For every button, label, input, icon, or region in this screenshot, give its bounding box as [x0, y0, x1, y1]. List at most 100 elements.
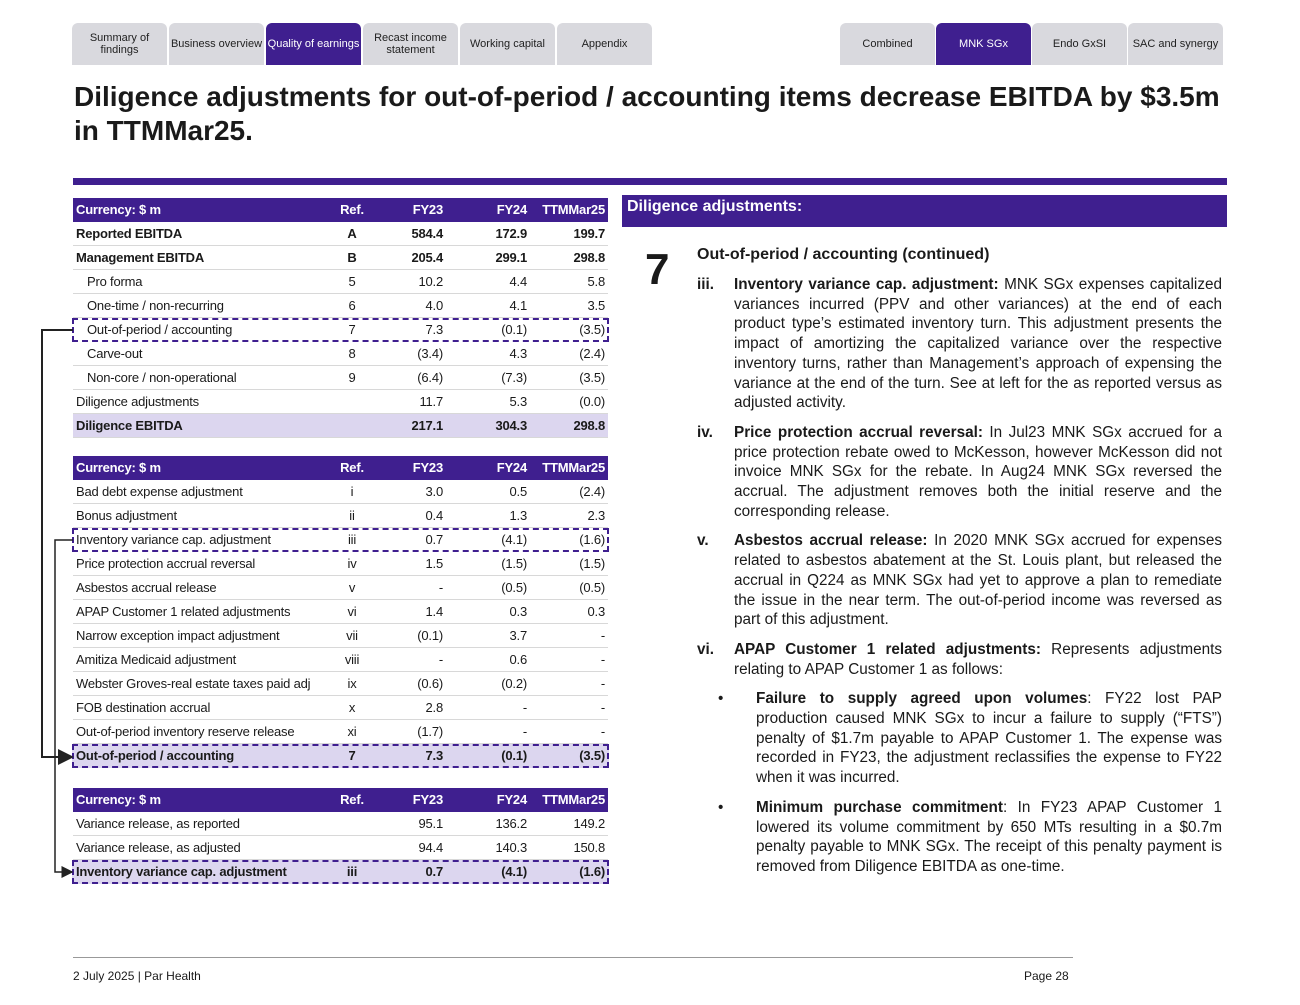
- table-cell: ix: [347, 676, 357, 691]
- table-cell: 94.4: [418, 840, 443, 855]
- table-cell: -: [600, 628, 605, 643]
- table-header-bar: [73, 198, 608, 222]
- table-cell: Price protection accrual reversal: [76, 556, 256, 571]
- table-cell: 0.7: [425, 532, 444, 547]
- table-cell: Bad debt expense adjustment: [76, 484, 243, 499]
- table-row: [73, 270, 608, 294]
- table-cell: xi: [347, 724, 357, 739]
- table-row: [73, 414, 608, 438]
- footer-right: Page 28: [1024, 969, 1069, 983]
- table-cell: v: [348, 580, 356, 595]
- table-cell: 217.1: [411, 418, 443, 433]
- table-cell: FOB destination accrual: [76, 700, 211, 715]
- item-numeral: iii.: [697, 276, 714, 293]
- table-cell: (0.1): [501, 748, 527, 763]
- table-cell: 205.4: [411, 250, 443, 265]
- table-cell: 149.2: [573, 816, 605, 831]
- nav-tab[interactable]: Appendix: [557, 23, 652, 65]
- table-cell: 7.3: [425, 748, 444, 763]
- table-cell: 136.2: [495, 816, 527, 831]
- table-cell: FY24: [496, 202, 527, 217]
- nav-tab[interactable]: Endo GxSI: [1032, 23, 1127, 65]
- table-cell: Ref.: [340, 792, 364, 807]
- table-cell: Narrow exception impact adjustment: [76, 628, 280, 643]
- panel-item: iv. Price protection accrual reversal: In…: [697, 423, 1222, 522]
- table-row: [73, 552, 608, 576]
- table-row: [73, 624, 608, 648]
- table-cell: (0.1): [501, 322, 527, 337]
- table-cell: 1.4: [425, 604, 444, 619]
- table-cell: 298.8: [573, 250, 605, 265]
- table-header-bar: [73, 456, 608, 480]
- table-cell: 8: [348, 346, 356, 361]
- table-cell: Out-of-period / accounting: [76, 748, 235, 763]
- table-row: [73, 672, 608, 696]
- table-cell: FY23: [412, 202, 443, 217]
- table-cell: 298.8: [573, 418, 605, 433]
- table-cell: 0.3: [587, 604, 606, 619]
- nav-tab[interactable]: Combined: [840, 23, 935, 65]
- table-cell: FY23: [412, 460, 443, 475]
- table-cell: (3.5): [579, 748, 605, 763]
- nav-tab[interactable]: Working capital: [460, 23, 555, 65]
- table-cell: One-time / non-recurring: [87, 298, 224, 313]
- table-cell: Bonus adjustment: [76, 508, 177, 523]
- nav-tab[interactable]: SAC and synergy: [1128, 23, 1223, 65]
- table-row: [73, 836, 608, 860]
- table-cell: -: [438, 652, 443, 667]
- nav-tab[interactable]: Recast income statement: [363, 23, 458, 65]
- item-text: In Jul23 MNK SGx accrued for a price pro…: [734, 423, 1222, 520]
- table-cell: 6: [348, 298, 356, 313]
- table-cell: (3.5): [579, 370, 605, 385]
- table-cell: 0.6: [509, 652, 528, 667]
- panel-item: v. Asbestos accrual release: In 2020 MNK …: [697, 531, 1222, 630]
- bullet-item: Failure to supply agreed upon volumes: F…: [718, 689, 1222, 788]
- table-cell: 0.7: [425, 864, 444, 879]
- nav-tab[interactable]: Business overview: [169, 23, 264, 65]
- table-cell: Asbestos accrual release: [76, 580, 217, 595]
- table-cell: 7.3: [425, 322, 444, 337]
- item-lead: APAP Customer 1 related adjustments:: [734, 640, 1041, 658]
- table-cell: iv: [347, 556, 357, 571]
- table-row: [73, 720, 608, 744]
- table-cell: FY24: [496, 792, 527, 807]
- table-cell: (1.5): [579, 556, 605, 571]
- table-cell: (0.5): [501, 580, 527, 595]
- table-cell: (4.1): [501, 864, 527, 879]
- table-cell: -: [600, 652, 605, 667]
- table-cell: ii: [349, 508, 355, 523]
- table-row: [73, 366, 608, 390]
- table-cell: (2.4): [579, 346, 605, 361]
- table-cell: 3.5: [587, 298, 606, 313]
- panel-items: iii. Inventory variance cap. adjustment: …: [697, 275, 1222, 887]
- nav-tab[interactable]: Summary of findings: [72, 23, 167, 65]
- table-row: [73, 246, 608, 270]
- table-cell: iii: [347, 532, 357, 547]
- table-row: [73, 342, 608, 366]
- table-cell: 0.3: [509, 604, 528, 619]
- table-row: [73, 812, 608, 836]
- table-row: [72, 860, 609, 884]
- nav-tab[interactable]: Quality of earnings: [266, 23, 361, 65]
- table-cell: Ref.: [340, 460, 364, 475]
- table-cell: (1.6): [579, 864, 605, 879]
- table-cell: Currency: $ m: [76, 460, 161, 475]
- table-row: [73, 576, 608, 600]
- table-cell: Currency: $ m: [76, 792, 161, 807]
- table-cell: -: [600, 700, 605, 715]
- table-row: [73, 600, 608, 624]
- table-cell: 1.3: [509, 508, 528, 523]
- panel-number: 7: [645, 245, 670, 294]
- table-cell: 7: [348, 748, 356, 763]
- item-lead: Inventory variance cap. adjustment:: [734, 276, 999, 293]
- table-cell: (0.1): [417, 628, 443, 643]
- bullet-text: : FY22 lost PAP production caused MNK SG…: [756, 690, 1222, 787]
- table-cell: Out-of-period / accounting: [87, 322, 233, 337]
- table-cell: (7.3): [501, 370, 527, 385]
- table-cell: -: [600, 724, 605, 739]
- table-cell: Variance release, as reported: [76, 816, 240, 831]
- nav-tab[interactable]: MNK SGx: [936, 23, 1031, 65]
- table-cell: Inventory variance cap. adjustment: [76, 532, 271, 547]
- table-cell: Webster Groves-real estate taxes paid ad…: [76, 676, 311, 691]
